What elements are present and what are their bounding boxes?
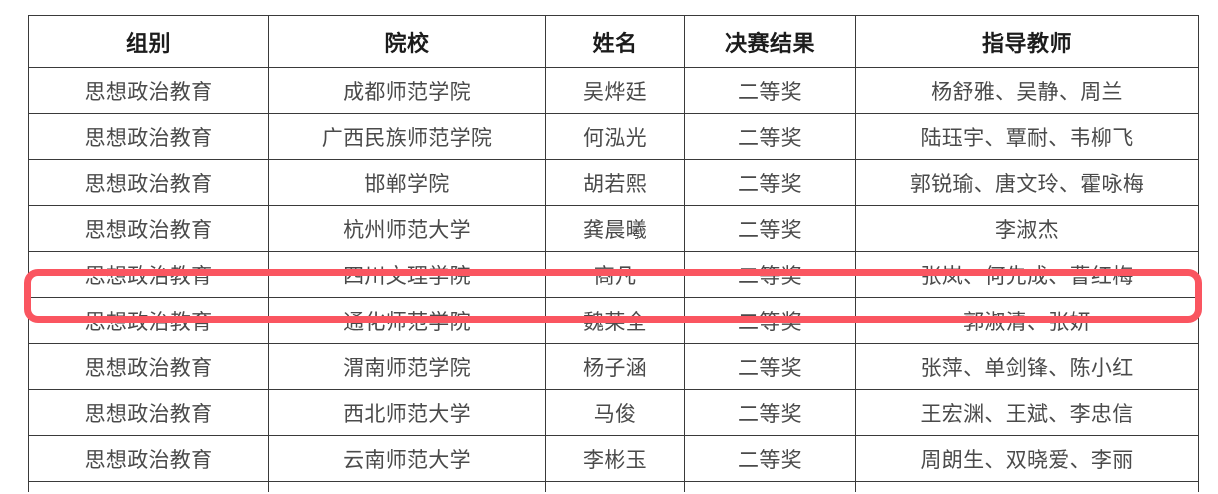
cell-name: 魏茱全 xyxy=(545,297,685,344)
table-row: 思想政治教育 云南师范大学 李彬玉 二等奖 周朗生、双晓爱、李丽 xyxy=(28,435,1199,482)
table-row: 思想政治教育 通化师范学院 魏茱全 二等奖 郭淑清、张妍 xyxy=(28,297,1199,344)
cell-result: 二等奖 xyxy=(684,205,856,252)
cell-name: 何泓光 xyxy=(545,113,685,160)
cell-name: 商凡 xyxy=(545,251,685,298)
cell-mentor: 李淑杰 xyxy=(855,205,1199,252)
cell-name: 杨子涵 xyxy=(545,343,685,390)
cell-mentor: 陆珏宇、覃耐、韦柳飞 xyxy=(855,113,1199,160)
cell-group: 思想政治教育 xyxy=(28,389,269,436)
header-row: 组别 院校 姓名 决赛结果 指导教师 xyxy=(28,15,1199,68)
table-row: 思想政治教育 邯郸学院 胡若熙 二等奖 郭锐瑜、唐文玲、霍咏梅 xyxy=(28,159,1199,206)
cell-group: 思想政治教育 xyxy=(28,67,269,114)
column-header-name: 姓名 xyxy=(545,15,685,68)
cell-school: 西北师范大学 xyxy=(268,389,546,436)
cell-group xyxy=(28,481,269,492)
cell-group: 思想政治教育 xyxy=(28,205,269,252)
cell-school: 邯郸学院 xyxy=(268,159,546,206)
cell-result: 二等奖 xyxy=(684,389,856,436)
cell-name xyxy=(545,481,685,492)
cell-mentor: 张萍、单剑锋、陈小红 xyxy=(855,343,1199,390)
cell-result: 二等奖 xyxy=(684,67,856,114)
cell-school: 成都师范学院 xyxy=(268,67,546,114)
cell-result: 二等奖 xyxy=(684,159,856,206)
cell-school: 杭州师范大学 xyxy=(268,205,546,252)
cell-group: 思想政治教育 xyxy=(28,113,269,160)
cell-mentor: 郭锐瑜、唐文玲、霍咏梅 xyxy=(855,159,1199,206)
table-row: 思想政治教育 成都师范学院 吴烨廷 二等奖 杨舒雅、吴静、周兰 xyxy=(28,67,1199,114)
column-header-school: 院校 xyxy=(268,15,546,68)
cell-mentor: 张岚、何先成、曹红梅 xyxy=(855,251,1199,298)
cell-result: 二等奖 xyxy=(684,251,856,298)
cell-school: 通化师范学院 xyxy=(268,297,546,344)
cell-school: 云南师范大学 xyxy=(268,435,546,482)
table-body: 思想政治教育 成都师范学院 吴烨廷 二等奖 杨舒雅、吴静、周兰 思想政治教育 广… xyxy=(28,67,1199,492)
award-table-wrapper: 组别 院校 姓名 决赛结果 指导教师 思想政治教育 成都师范学院 吴烨廷 二等奖… xyxy=(28,15,1199,492)
cell-school: 四川文理学院 xyxy=(268,251,546,298)
table-row: 思想政治教育 杭州师范大学 龚晨曦 二等奖 李淑杰 xyxy=(28,205,1199,252)
cell-result xyxy=(684,481,856,492)
table-row-highlighted: 思想政治教育 四川文理学院 商凡 二等奖 张岚、何先成、曹红梅 xyxy=(28,251,1199,298)
cell-name: 李彬玉 xyxy=(545,435,685,482)
table-header: 组别 院校 姓名 决赛结果 指导教师 xyxy=(28,15,1199,68)
cell-name: 吴烨廷 xyxy=(545,67,685,114)
cell-school xyxy=(268,481,546,492)
column-header-result: 决赛结果 xyxy=(684,15,856,68)
award-results-table: 组别 院校 姓名 决赛结果 指导教师 思想政治教育 成都师范学院 吴烨廷 二等奖… xyxy=(28,15,1199,492)
table-row: 思想政治教育 西北师范大学 马俊 二等奖 王宏渊、王斌、李忠信 xyxy=(28,389,1199,436)
cell-name: 马俊 xyxy=(545,389,685,436)
column-header-group: 组别 xyxy=(28,15,269,68)
cell-mentor: 杨舒雅、吴静、周兰 xyxy=(855,67,1199,114)
cell-result: 二等奖 xyxy=(684,343,856,390)
cell-result: 二等奖 xyxy=(684,297,856,344)
cell-result: 二等奖 xyxy=(684,435,856,482)
cell-school: 广西民族师范学院 xyxy=(268,113,546,160)
table-row: 思想政治教育 广西民族师范学院 何泓光 二等奖 陆珏宇、覃耐、韦柳飞 xyxy=(28,113,1199,160)
cell-mentor: 郭淑清、张妍 xyxy=(855,297,1199,344)
cell-name: 胡若熙 xyxy=(545,159,685,206)
cell-result: 二等奖 xyxy=(684,113,856,160)
cell-group: 思想政治教育 xyxy=(28,435,269,482)
cell-name: 龚晨曦 xyxy=(545,205,685,252)
cell-mentor: 周朗生、双晓爱、李丽 xyxy=(855,435,1199,482)
cell-mentor: 王宏渊、王斌、李忠信 xyxy=(855,389,1199,436)
cell-mentor xyxy=(855,481,1199,492)
cell-group: 思想政治教育 xyxy=(28,251,269,298)
column-header-mentor: 指导教师 xyxy=(855,15,1199,68)
cell-group: 思想政治教育 xyxy=(28,297,269,344)
cell-school: 渭南师范学院 xyxy=(268,343,546,390)
cell-group: 思想政治教育 xyxy=(28,343,269,390)
table-row-partial-clipped xyxy=(28,481,1199,492)
table-row: 思想政治教育 渭南师范学院 杨子涵 二等奖 张萍、单剑锋、陈小红 xyxy=(28,343,1199,390)
cell-group: 思想政治教育 xyxy=(28,159,269,206)
